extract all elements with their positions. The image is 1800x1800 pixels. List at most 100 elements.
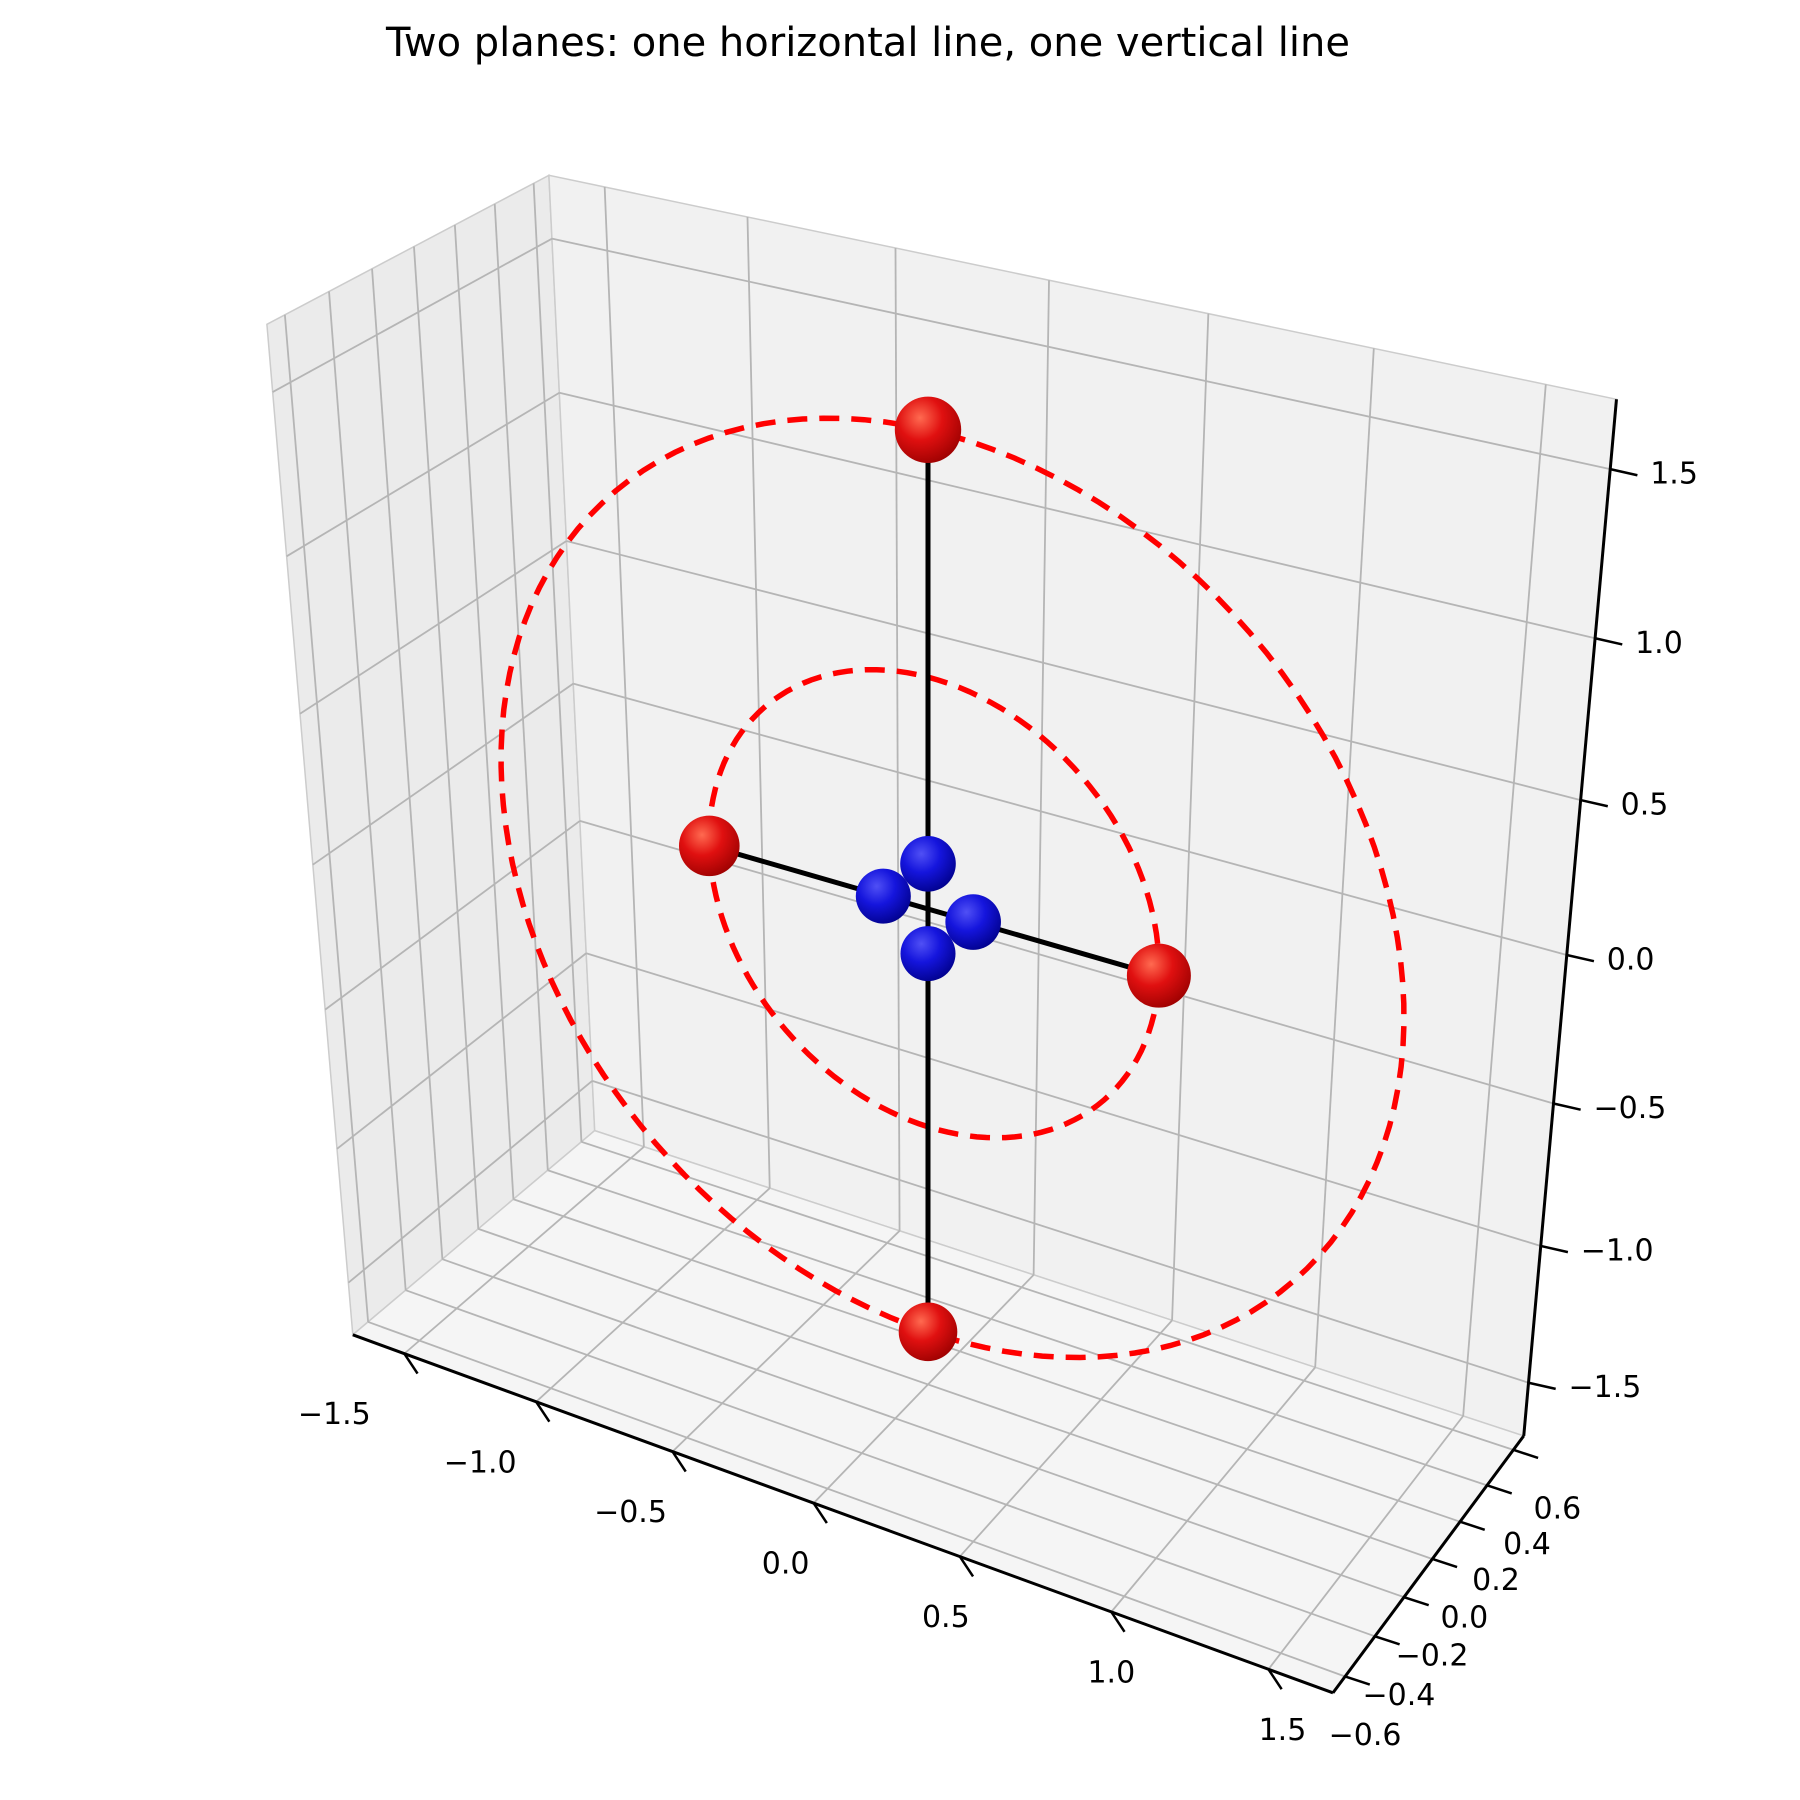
blue-sphere-left [855, 868, 911, 924]
grid-ypane-x [1314, 348, 1375, 1368]
grid-floor-y [547, 1169, 1488, 1487]
x-tick [403, 1352, 419, 1375]
grid-xpane-y [283, 314, 370, 1323]
grid-floor-y [581, 1140, 1514, 1451]
z-tick-label: 0.0 [1607, 943, 1655, 978]
grid-xpane-z [336, 952, 587, 1150]
y-tick [1431, 1557, 1458, 1569]
z-tick [1609, 467, 1638, 477]
x-tick-label: 0.5 [922, 1600, 970, 1635]
chart-title: Two planes: one horizontal line, one ver… [386, 20, 1350, 66]
grid-xpane-y [328, 291, 407, 1291]
y-tick-label: 0.0 [1441, 1600, 1489, 1635]
grid-floor-y [442, 1258, 1405, 1599]
z-tick [1594, 637, 1623, 646]
z-tick-label: −0.5 [1593, 1091, 1666, 1126]
grid-xpane-z [312, 682, 574, 866]
y-tick [1403, 1595, 1430, 1607]
x-tick-label: 0.0 [762, 1547, 810, 1582]
grid-floor-x [671, 1230, 901, 1453]
grid-ypane-x [603, 186, 645, 1147]
grid-floor-x [403, 1146, 645, 1355]
inner-dashed-circle [706, 666, 1162, 1141]
grid-ypane-x [1171, 313, 1210, 1321]
red-sphere-bottom [898, 1302, 958, 1362]
grid-ypane-z [585, 952, 1542, 1247]
x-tick [812, 1502, 828, 1524]
grid-xpane-y [532, 183, 583, 1142]
red-sphere-right [1126, 943, 1191, 1008]
z-tick [1528, 1381, 1556, 1391]
z-tick-label: 1.5 [1650, 457, 1698, 492]
x-axis-spine [352, 1333, 1334, 1695]
grid-xpane-z [286, 392, 560, 558]
x-tick [1110, 1611, 1126, 1633]
outer-dashed-circle [498, 415, 1407, 1361]
grid-ypane-x [1462, 384, 1547, 1417]
grid-xpane-z [272, 237, 553, 393]
grid-xpane-y [371, 268, 444, 1260]
z-tick-label: 0.5 [1621, 788, 1669, 823]
grid-xpane-z [299, 540, 567, 715]
y-tick-label: −0.4 [1362, 1678, 1435, 1713]
x-tick-label: 1.5 [1259, 1713, 1307, 1748]
grid-ypane-x [1032, 280, 1050, 1275]
y-tick-label: 0.4 [1503, 1527, 1551, 1562]
z-tick-label: 1.0 [1635, 626, 1683, 661]
y-tick [1344, 1675, 1371, 1686]
x-tick [671, 1450, 687, 1473]
z-tick [1553, 1102, 1581, 1111]
z-tick-label: −1.0 [1581, 1233, 1654, 1268]
y-tick [1486, 1484, 1513, 1495]
grid-floor-y [513, 1198, 1461, 1523]
grid-ypane-z [566, 540, 1581, 801]
grid-xpane-z [347, 1080, 593, 1284]
grid-floor-x [535, 1187, 771, 1403]
x-tick-label: 1.0 [1087, 1655, 1135, 1690]
grid-xpane-y [453, 224, 515, 1200]
z-axis-spine [1522, 399, 1618, 1437]
grid-floor-y [405, 1289, 1376, 1638]
grid-ypane-z [573, 682, 1568, 956]
blue-sphere-right [945, 894, 1001, 950]
x-tick-label: −1.5 [298, 1397, 371, 1432]
x-tick [535, 1401, 551, 1423]
z-tick-label: −1.5 [1569, 1370, 1642, 1405]
grid-floor-y [477, 1228, 1433, 1560]
grid-xpane-y [493, 203, 549, 1171]
blue-sphere-bottom [900, 926, 956, 982]
y-tick [1459, 1520, 1486, 1531]
grid-floor-y [367, 1321, 1346, 1678]
x-tick [1267, 1668, 1283, 1690]
y-tick [1374, 1635, 1401, 1646]
grid-ypane-x [894, 247, 901, 1231]
grid-ypane-z [592, 1079, 1529, 1384]
red-sphere-top [894, 396, 962, 463]
horizontal-line [708, 843, 1160, 979]
z-tick [1566, 953, 1595, 963]
z-tick [1580, 798, 1609, 808]
y-tick-label: −0.2 [1396, 1639, 1469, 1674]
grid-floor-x [959, 1319, 1173, 1558]
grid-ypane-z [579, 820, 1554, 1105]
pane-x [266, 174, 596, 1337]
x-tick-label: −1.0 [444, 1445, 517, 1480]
grid-xpane-y [413, 246, 480, 1229]
y-tick-label: 0.6 [1534, 1491, 1582, 1526]
x-tick [958, 1555, 975, 1578]
grid-ypane-x [746, 216, 771, 1189]
grid-floor-x [1267, 1415, 1464, 1670]
grid-ypane-z [551, 237, 1611, 470]
grid-xpane-z [324, 820, 581, 1011]
z-tick [1540, 1244, 1569, 1254]
grid-floor-x [813, 1274, 1035, 1504]
y-tick-label: −0.6 [1329, 1718, 1402, 1753]
y-axis-spine [1331, 1435, 1525, 1694]
x-tick-label: −0.5 [594, 1495, 667, 1530]
red-sphere-left [678, 815, 740, 877]
y-tick [1513, 1448, 1539, 1460]
blue-sphere-top [900, 835, 956, 892]
y-tick-label: 0.2 [1472, 1563, 1520, 1598]
